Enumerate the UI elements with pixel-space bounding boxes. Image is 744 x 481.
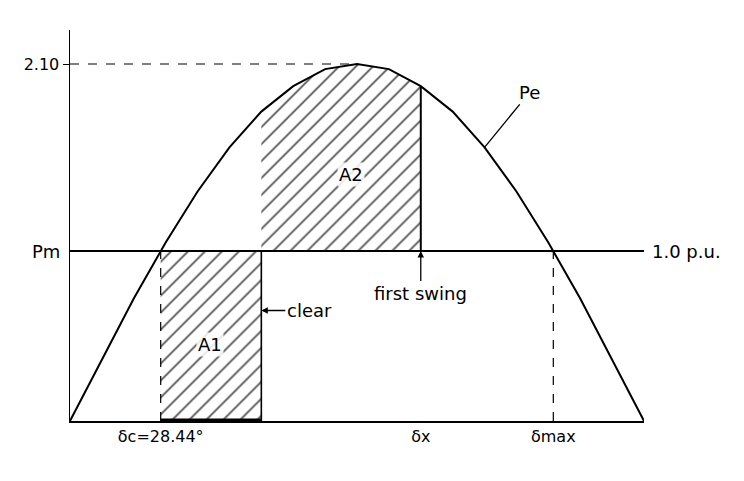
- svg-text:clear: clear: [287, 300, 332, 321]
- svg-text:Pe: Pe: [519, 82, 540, 103]
- svg-text:2.10: 2.10: [24, 55, 60, 74]
- svg-text:δmax: δmax: [531, 427, 576, 446]
- svg-text:Pm: Pm: [32, 241, 60, 262]
- svg-text:A1: A1: [198, 334, 222, 355]
- svg-text:δc=28.44°: δc=28.44°: [118, 427, 204, 446]
- svg-text:1.0 p.u.: 1.0 p.u.: [652, 241, 721, 262]
- svg-text:A2: A2: [339, 164, 363, 185]
- svg-text:δx: δx: [411, 427, 430, 446]
- svg-text:first swing: first swing: [374, 283, 467, 304]
